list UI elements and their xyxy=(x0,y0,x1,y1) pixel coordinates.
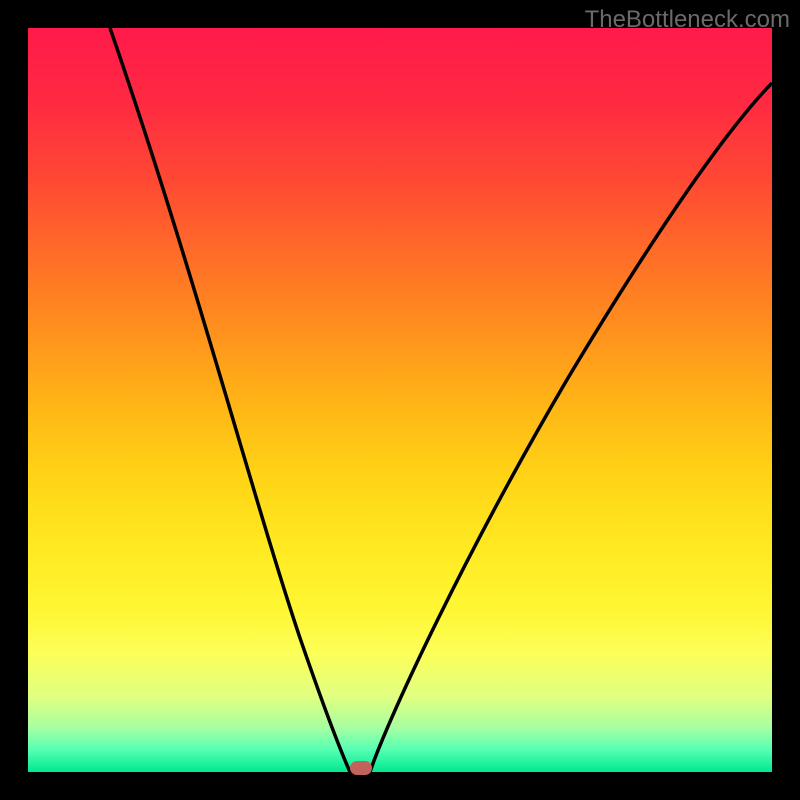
optimum-marker xyxy=(350,761,372,775)
bottleneck-curve xyxy=(110,28,772,772)
plot-area xyxy=(28,28,772,772)
chart-container: TheBottleneck.com xyxy=(0,0,800,800)
watermark-text: TheBottleneck.com xyxy=(585,6,790,34)
curve-layer xyxy=(28,28,772,772)
